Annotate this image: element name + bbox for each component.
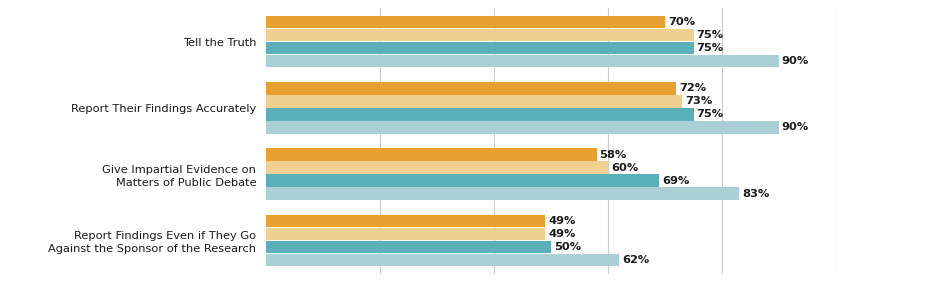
Bar: [266, 161, 608, 174]
Bar: [266, 228, 545, 240]
Bar: [266, 121, 779, 133]
Bar: [266, 215, 545, 227]
Bar: [266, 82, 676, 95]
Bar: [266, 187, 739, 200]
Text: 50%: 50%: [554, 242, 581, 252]
Bar: [266, 254, 619, 266]
Bar: [266, 149, 597, 161]
Text: 70%: 70%: [668, 17, 695, 27]
Bar: [266, 108, 694, 121]
Bar: [266, 29, 694, 41]
Text: 60%: 60%: [611, 163, 638, 173]
Text: 75%: 75%: [696, 30, 724, 40]
Text: 73%: 73%: [685, 96, 712, 106]
Text: 49%: 49%: [548, 216, 576, 226]
Text: 58%: 58%: [599, 150, 627, 160]
Text: 90%: 90%: [782, 56, 809, 66]
Bar: [266, 55, 779, 67]
Text: 75%: 75%: [696, 109, 724, 119]
Text: 90%: 90%: [782, 122, 809, 132]
Bar: [266, 241, 551, 253]
Text: 83%: 83%: [742, 189, 770, 199]
Text: 62%: 62%: [622, 255, 650, 265]
Text: 75%: 75%: [696, 43, 724, 53]
Text: 49%: 49%: [548, 229, 576, 239]
Bar: [266, 95, 682, 108]
Bar: [266, 174, 659, 187]
Bar: [266, 16, 665, 28]
Bar: [266, 42, 694, 54]
Text: 69%: 69%: [662, 176, 690, 186]
Text: 72%: 72%: [679, 83, 707, 93]
